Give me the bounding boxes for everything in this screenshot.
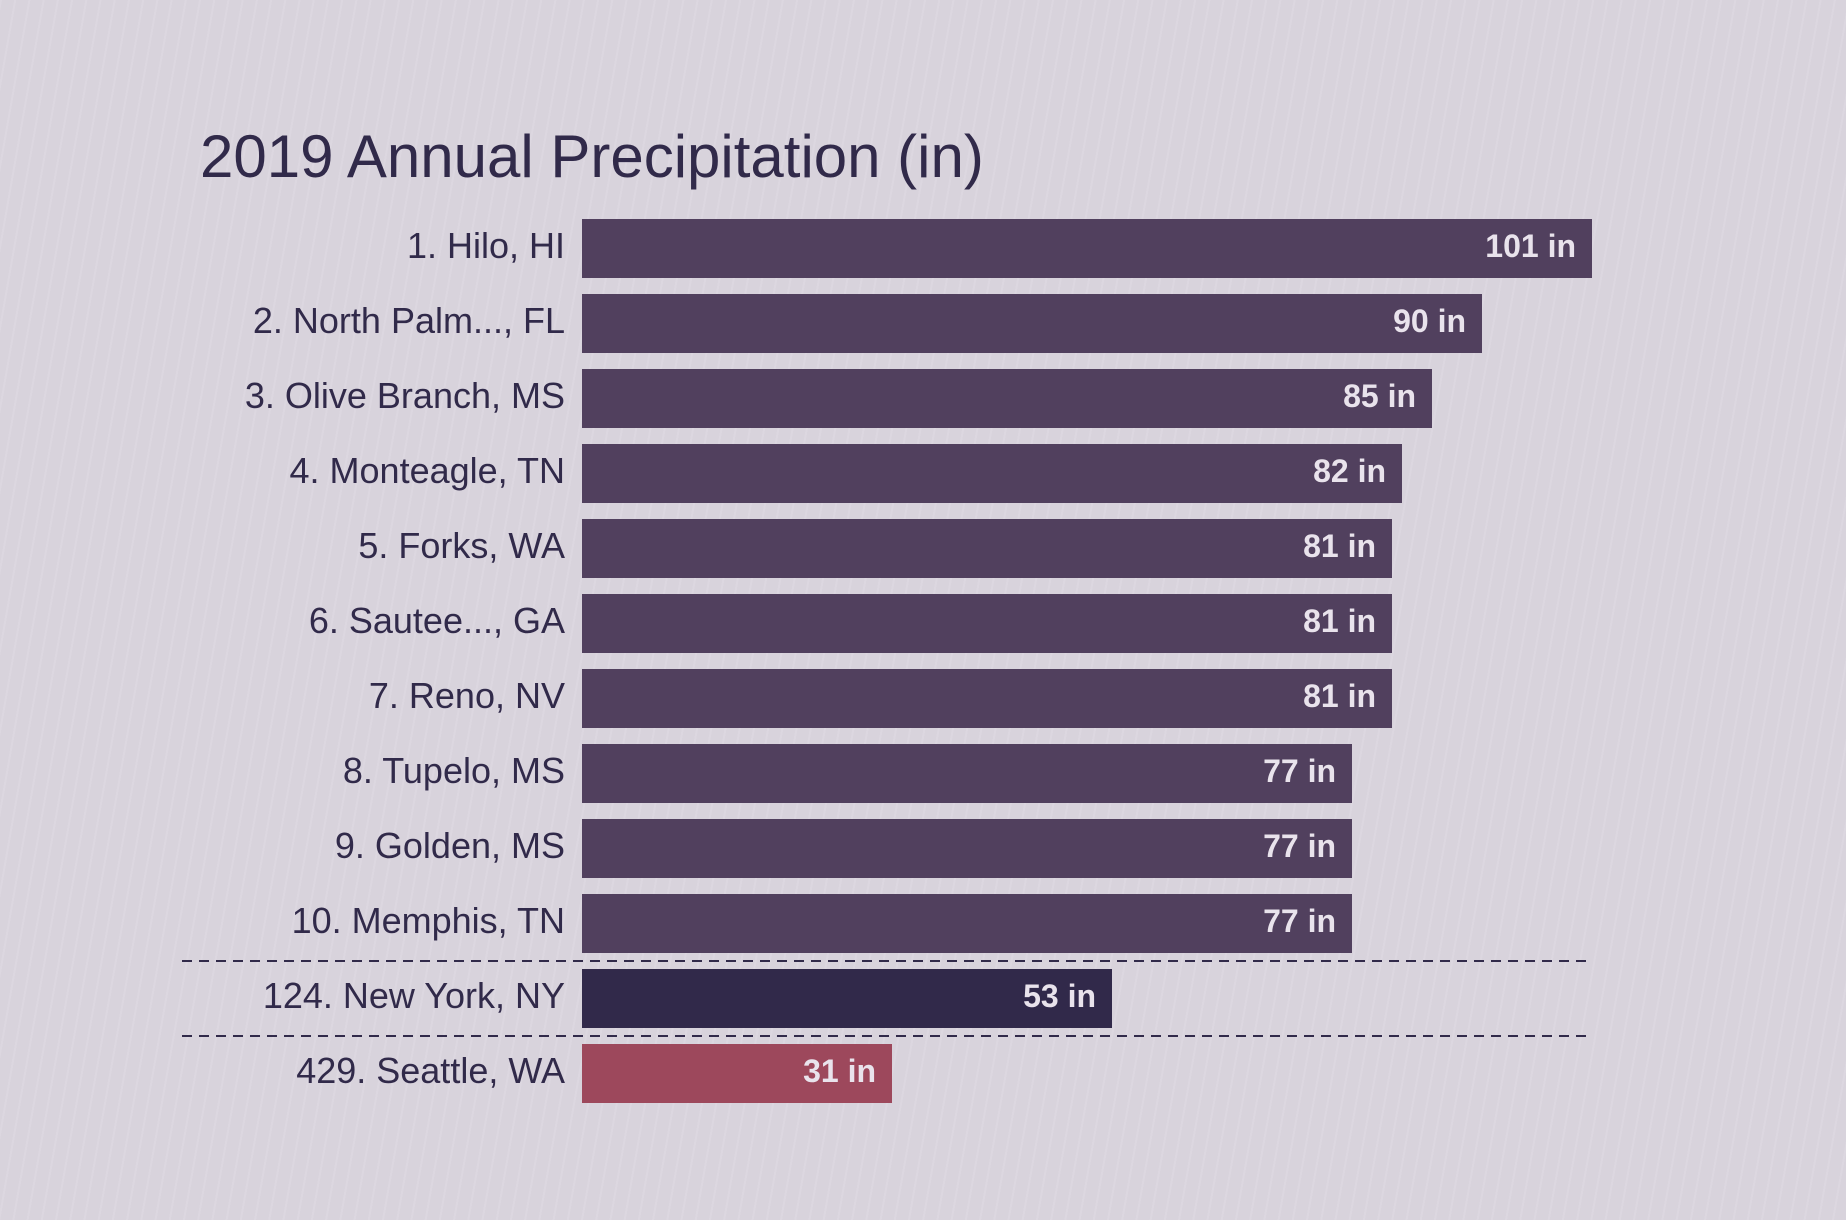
bar-value-label: 82 in: [1313, 453, 1386, 489]
bar-row: 429. Seattle, WA 31 in: [296, 1044, 892, 1103]
bar: [582, 294, 1482, 353]
category-label: 8. Tupelo, MS: [343, 750, 565, 791]
bar: [582, 369, 1432, 428]
bar-value-label: 90 in: [1393, 303, 1466, 339]
category-label: 10. Memphis, TN: [292, 900, 565, 941]
bar-value-label: 85 in: [1343, 378, 1416, 414]
category-label: 124. New York, NY: [263, 975, 565, 1016]
bar-row: 7. Reno, NV 81 in: [369, 669, 1392, 728]
bar: [582, 219, 1592, 278]
bar-value-label: 77 in: [1263, 903, 1336, 939]
bar: [582, 519, 1392, 578]
bar-value-label: 77 in: [1263, 828, 1336, 864]
category-label: 4. Monteagle, TN: [290, 450, 565, 491]
category-label: 9. Golden, MS: [335, 825, 565, 866]
chart-title: 2019 Annual Precipitation (in): [200, 123, 984, 190]
bar-value-label: 81 in: [1303, 528, 1376, 564]
bar-value-label: 81 in: [1303, 603, 1376, 639]
bar-row: 5. Forks, WA 81 in: [358, 519, 1392, 578]
bar-row: 2. North Palm..., FL 90 in: [253, 294, 1482, 353]
bar-row: 10. Memphis, TN 77 in: [292, 894, 1352, 953]
category-label: 429. Seattle, WA: [296, 1050, 565, 1091]
bar-row: 4. Monteagle, TN 82 in: [290, 444, 1402, 503]
bar-value-label: 101 in: [1485, 228, 1576, 264]
bar-row: 1. Hilo, HI 101 in: [407, 219, 1592, 278]
bar-row: 3. Olive Branch, MS 85 in: [245, 369, 1432, 428]
bar-value-label: 53 in: [1023, 978, 1096, 1014]
bar-row: 8. Tupelo, MS 77 in: [343, 744, 1352, 803]
category-label: 7. Reno, NV: [369, 675, 565, 716]
bar: [582, 444, 1402, 503]
bar: [582, 969, 1112, 1028]
category-label: 2. North Palm..., FL: [253, 300, 565, 341]
bar: [582, 744, 1352, 803]
category-label: 1. Hilo, HI: [407, 225, 565, 266]
category-label: 5. Forks, WA: [358, 525, 565, 566]
bar: [582, 1044, 892, 1103]
bar: [582, 819, 1352, 878]
bar-row: 6. Sautee..., GA 81 in: [309, 594, 1392, 653]
bar-row: 9. Golden, MS 77 in: [335, 819, 1352, 878]
bar: [582, 594, 1392, 653]
bar-value-label: 81 in: [1303, 678, 1376, 714]
category-label: 6. Sautee..., GA: [309, 600, 565, 641]
bar: [582, 894, 1352, 953]
bar-row: 124. New York, NY 53 in: [263, 969, 1112, 1028]
bar-value-label: 31 in: [803, 1053, 876, 1089]
bar-value-label: 77 in: [1263, 753, 1336, 789]
bar: [582, 669, 1392, 728]
category-label: 3. Olive Branch, MS: [245, 375, 565, 416]
